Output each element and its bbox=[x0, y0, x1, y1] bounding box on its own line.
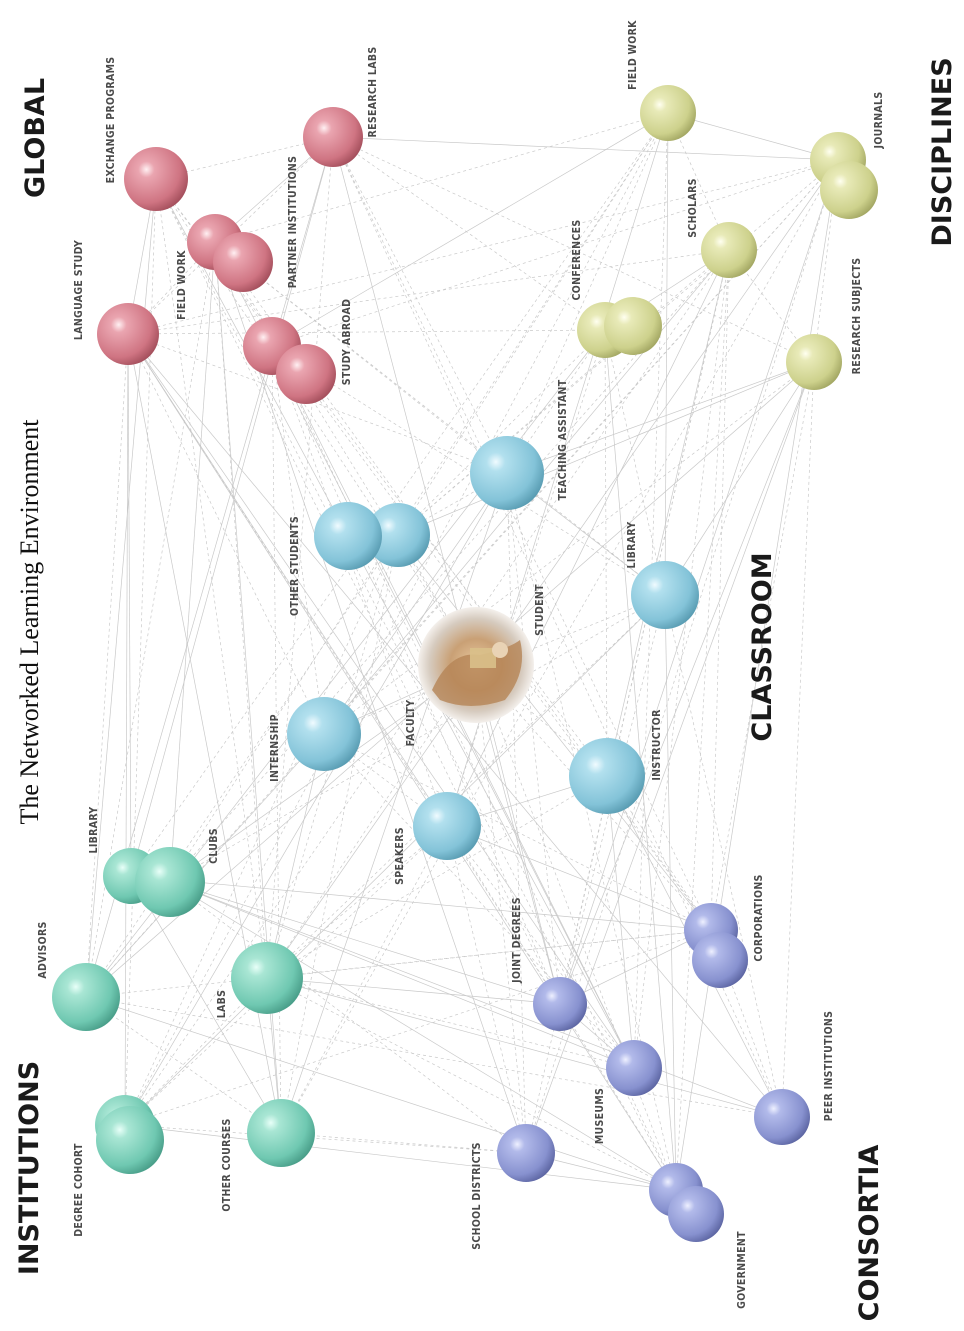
svg-text:PEER INSTITUTIONS: PEER INSTITUTIONS bbox=[823, 1011, 835, 1121]
connection-line bbox=[447, 826, 634, 1068]
svg-text:SCHOOL DISTRICTS: SCHOOL DISTRICTS bbox=[471, 1142, 483, 1249]
svg-text:PARTNER INSTITUTIONS: PARTNER INSTITUTIONS bbox=[287, 156, 299, 288]
svg-text:CLUBS: CLUBS bbox=[208, 828, 220, 864]
connection-line bbox=[128, 334, 447, 826]
svg-text:FACULTY: FACULTY bbox=[405, 700, 417, 747]
node-peer-institutions: PEER INSTITUTIONS bbox=[754, 1011, 835, 1145]
node-speakers: SPEAKERS bbox=[394, 792, 481, 885]
group-title-global: GLOBAL bbox=[20, 78, 51, 198]
node-other-students: OTHER STUDENTS bbox=[289, 502, 430, 616]
connection-line bbox=[156, 179, 560, 1004]
svg-text:SCHOLARS: SCHOLARS bbox=[687, 178, 699, 237]
connection-line bbox=[560, 250, 729, 1004]
svg-text:OTHER COURSES: OTHER COURSES bbox=[221, 1118, 233, 1211]
node-research-labs: RESEARCH LABS bbox=[303, 47, 379, 167]
svg-text:GOVERNMENT: GOVERNMENT bbox=[736, 1231, 748, 1309]
svg-text:STUDENT: STUDENT bbox=[534, 584, 546, 636]
connection-line bbox=[281, 535, 398, 1133]
connection-line bbox=[782, 362, 814, 1117]
node-advisors: ADVISORS bbox=[37, 921, 120, 1031]
svg-text:TEACHING ASSISTANT: TEACHING ASSISTANT bbox=[557, 379, 569, 500]
svg-text:INTERNSHIP: INTERNSHIP bbox=[269, 714, 281, 782]
node-exchange-programs: EXCHANGE PROGRAMS bbox=[105, 57, 188, 211]
svg-text:FIELD WORK: FIELD WORK bbox=[176, 250, 188, 320]
node-corporations: CORPORATIONS bbox=[684, 874, 765, 988]
svg-text:DEGREE COHORT: DEGREE COHORT bbox=[73, 1143, 85, 1237]
svg-text:EXCHANGE PROGRAMS: EXCHANGE PROGRAMS bbox=[105, 57, 117, 184]
svg-text:LANGUAGE STUDY: LANGUAGE STUDY bbox=[73, 240, 85, 340]
node-research-subjects: RESEARCH SUBJECTS bbox=[786, 258, 863, 390]
svg-text:FIELD WORK: FIELD WORK bbox=[627, 20, 639, 90]
connection-line bbox=[281, 473, 507, 1133]
node-student-center: STUDENT bbox=[418, 584, 546, 723]
svg-text:LIBRARY: LIBRARY bbox=[626, 522, 638, 569]
node-school-districts: SCHOOL DISTRICTS bbox=[471, 1124, 555, 1250]
node-journals: JOURNALS bbox=[810, 92, 885, 219]
node-degree-cohort: DEGREE COHORT bbox=[73, 1095, 164, 1237]
connection-line bbox=[215, 113, 668, 242]
connection-line bbox=[333, 137, 838, 160]
page-title: The Networked Learning Environment bbox=[15, 419, 44, 825]
connection-line bbox=[665, 362, 814, 595]
svg-text:CONFERENCES: CONFERENCES bbox=[571, 220, 583, 301]
group-title-institutions: INSTITUTIONS bbox=[14, 1061, 45, 1275]
node-museums: MUSEUMS bbox=[594, 1040, 662, 1144]
connection-line bbox=[267, 930, 711, 978]
connection-line bbox=[447, 826, 711, 930]
svg-text:MUSEUMS: MUSEUMS bbox=[594, 1088, 606, 1144]
svg-text:CORPORATIONS: CORPORATIONS bbox=[753, 874, 765, 961]
svg-text:STUDY ABROAD: STUDY ABROAD bbox=[341, 299, 353, 385]
node-field-work-global: FIELD WORK bbox=[176, 214, 273, 320]
svg-text:LABS: LABS bbox=[216, 990, 228, 1019]
node-conferences: CONFERENCES bbox=[571, 220, 662, 358]
svg-text:ADVISORS: ADVISORS bbox=[37, 921, 49, 978]
svg-text:JOURNALS: JOURNALS bbox=[873, 92, 885, 150]
svg-text:RESEARCH SUBJECTS: RESEARCH SUBJECTS bbox=[851, 258, 863, 375]
svg-text:INSTRUCTOR: INSTRUCTOR bbox=[651, 709, 663, 781]
connection-line bbox=[128, 334, 131, 876]
connection-line bbox=[125, 334, 128, 1125]
node-labs: LABS bbox=[216, 942, 303, 1018]
group-title-disciplines: DISCIPLINES bbox=[927, 57, 958, 246]
node-other-courses: OTHER COURSES bbox=[221, 1099, 315, 1212]
node-partner-institutions: PARTNER INSTITUTIONS bbox=[287, 156, 299, 288]
connection-line bbox=[560, 160, 838, 1004]
connection-line bbox=[507, 362, 814, 473]
connection-line bbox=[170, 242, 215, 882]
connection-line bbox=[333, 137, 605, 330]
node-field-work-disciplines: FIELD WORK bbox=[627, 20, 696, 141]
svg-text:LIBRARY: LIBRARY bbox=[88, 807, 100, 854]
connection-line bbox=[267, 978, 782, 1117]
connection-line bbox=[526, 362, 814, 1153]
svg-text:JOINT DEGREES: JOINT DEGREES bbox=[511, 897, 523, 984]
node-faculty: FACULTY bbox=[405, 700, 417, 747]
node-teaching-assistant: TEACHING ASSISTANT bbox=[470, 379, 569, 510]
connection-line bbox=[86, 997, 782, 1117]
connection-line bbox=[156, 179, 634, 1068]
node-language-study: LANGUAGE STUDY bbox=[73, 240, 159, 365]
group-title-consortia: CONSORTIA bbox=[854, 1145, 885, 1322]
svg-text:RESEARCH LABS: RESEARCH LABS bbox=[367, 47, 379, 138]
connection-line bbox=[125, 535, 398, 1125]
connection-line bbox=[711, 250, 729, 930]
node-scholars: SCHOLARS bbox=[687, 178, 757, 278]
connection-line bbox=[281, 1133, 526, 1153]
svg-text:OTHER STUDENTS: OTHER STUDENTS bbox=[289, 516, 301, 616]
connection-line bbox=[86, 997, 676, 1190]
svg-text:SPEAKERS: SPEAKERS bbox=[394, 827, 406, 885]
group-title-classroom: CLASSROOM bbox=[747, 552, 778, 741]
node-government: GOVERNMENT bbox=[649, 1163, 748, 1309]
connection-line bbox=[333, 137, 507, 473]
connection-line bbox=[281, 826, 447, 1133]
node-clubs: CLUBS bbox=[135, 828, 220, 917]
